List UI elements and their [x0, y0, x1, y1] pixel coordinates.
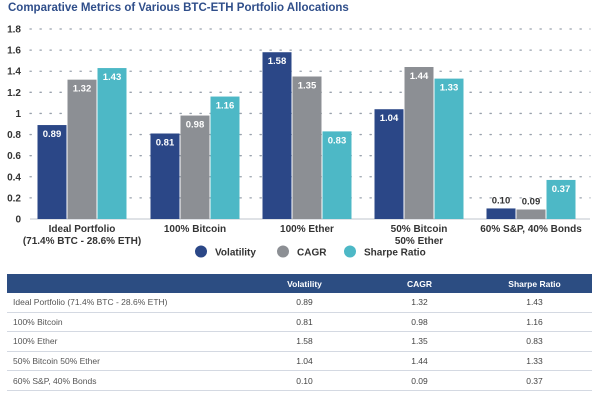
bar-volatility: [150, 133, 180, 219]
x-tick-label: 50% Bitcoin: [391, 224, 448, 235]
x-tick-label: (71.4% BTC - 28.6% ETH): [23, 236, 141, 247]
data-label: 1.16: [216, 101, 235, 112]
data-label: 1.44: [410, 71, 429, 82]
y-tick-label: 0.8: [7, 130, 21, 141]
bar-volatility: [37, 125, 67, 219]
legend-label: CAGR: [297, 248, 327, 259]
bar-cagr: [292, 76, 322, 219]
table-header-volatility: Volatility: [247, 274, 362, 293]
y-tick-label: 1.6: [7, 46, 21, 57]
legend-swatch: [195, 245, 207, 258]
y-tick-label: 1.8: [7, 25, 21, 36]
x-tick-label: 50% Ether: [395, 236, 443, 247]
table-cell-sharpe-ratio: 0.37: [477, 370, 592, 391]
data-label: 1.32: [73, 84, 92, 95]
data-label: 1.35: [298, 81, 317, 92]
bar-volatility: [374, 109, 404, 219]
bar-sharpe-ratio: [97, 68, 127, 219]
table-cell-sharpe-ratio: 1.16: [477, 312, 592, 333]
table-row: Ideal Portfolio (71.4% BTC - 28.6% ETH) …: [7, 293, 592, 313]
data-label: 0.10: [492, 195, 511, 206]
data-label: 0.83: [328, 135, 347, 146]
table-cell-volatility: 0.81: [247, 312, 362, 333]
legend-swatch: [344, 245, 356, 258]
data-label: 0.98: [186, 120, 205, 131]
table-row: 100% Bitcoin 0.81 0.98 1.16: [7, 312, 592, 333]
table-cell-volatility: 1.58: [247, 331, 362, 352]
table-header-label: [7, 274, 247, 293]
y-tick-label: 0: [15, 215, 21, 226]
bar-volatility: [486, 208, 516, 219]
table-cell-portfolio: 100% Bitcoin: [7, 312, 247, 333]
data-label: 0.89: [43, 129, 62, 140]
y-tick-label: 1: [15, 109, 21, 120]
table-cell-sharpe-ratio: 1.43: [477, 293, 592, 313]
y-tick-label: 1.4: [7, 67, 21, 78]
table-cell-sharpe-ratio: 0.83: [477, 331, 592, 352]
bar-cagr: [516, 209, 546, 219]
table-cell-cagr: 1.44: [362, 351, 477, 372]
table-cell-volatility: 0.89: [247, 293, 362, 313]
x-tick-label: 100% Bitcoin: [164, 224, 226, 235]
bar-sharpe-ratio: [434, 78, 464, 219]
bar-volatility: [262, 52, 292, 219]
y-tick-label: 1.2: [7, 88, 21, 99]
metrics-table: Volatility CAGR Sharpe Ratio Ideal Portf…: [7, 274, 592, 391]
table-row: 100% Ether 1.58 1.35 0.83: [7, 331, 592, 352]
table-header-row: Volatility CAGR Sharpe Ratio: [7, 274, 592, 293]
table-cell-sharpe-ratio: 1.33: [477, 351, 592, 372]
chart-title: Comparative Metrics of Various BTC-ETH P…: [8, 2, 349, 14]
data-label: 1.58: [268, 56, 287, 67]
legend-swatch: [277, 245, 289, 258]
bar-chart: 00.20.40.60.811.21.41.61.80.891.321.43Id…: [7, 25, 591, 259]
table-row: 50% Bitcoin 50% Ether 1.04 1.44 1.33: [7, 351, 592, 372]
data-label: 0.37: [552, 184, 571, 195]
y-tick-label: 0.4: [7, 172, 21, 183]
y-tick-label: 0.6: [7, 151, 21, 162]
table-cell-volatility: 1.04: [247, 351, 362, 372]
x-tick-label: Ideal Portfolio: [49, 224, 116, 235]
table-cell-volatility: 0.10: [247, 370, 362, 391]
table-cell-portfolio: Ideal Portfolio (71.4% BTC - 28.6% ETH): [7, 293, 247, 313]
data-label: 0.09: [522, 197, 541, 208]
bar-cagr: [404, 67, 434, 219]
bar-sharpe-ratio: [546, 179, 576, 219]
table-cell-cagr: 1.35: [362, 331, 477, 352]
x-tick-label: 60% S&P, 40% Bonds: [480, 224, 582, 235]
data-label: 1.04: [380, 113, 399, 124]
bar-cagr: [180, 115, 210, 219]
table-cell-portfolio: 50% Bitcoin 50% Ether: [7, 351, 247, 372]
table-cell-cagr: 1.32: [362, 293, 477, 313]
y-tick-label: 0.2: [7, 193, 21, 204]
data-label: 1.33: [440, 83, 459, 94]
table-row: 60% S&P, 40% Bonds 0.10 0.09 0.37: [7, 370, 592, 391]
table-cell-cagr: 0.09: [362, 370, 477, 391]
legend-label: Sharpe Ratio: [364, 248, 426, 259]
metrics-table-container: Volatility CAGR Sharpe Ratio Ideal Portf…: [7, 274, 592, 391]
legend-label: Volatility: [215, 248, 256, 259]
bar-sharpe-ratio: [210, 96, 240, 219]
table-cell-cagr: 0.98: [362, 312, 477, 333]
data-label: 1.43: [103, 72, 122, 83]
table-header-cagr: CAGR: [362, 274, 477, 293]
bar-sharpe-ratio: [322, 131, 352, 219]
table-cell-portfolio: 60% S&P, 40% Bonds: [7, 370, 247, 391]
data-label: 0.81: [156, 138, 175, 149]
table-header-sharpe-ratio: Sharpe Ratio: [477, 274, 592, 293]
bar-cagr: [67, 79, 97, 220]
table-cell-portfolio: 100% Ether: [7, 331, 247, 352]
x-tick-label: 100% Ether: [280, 224, 334, 235]
